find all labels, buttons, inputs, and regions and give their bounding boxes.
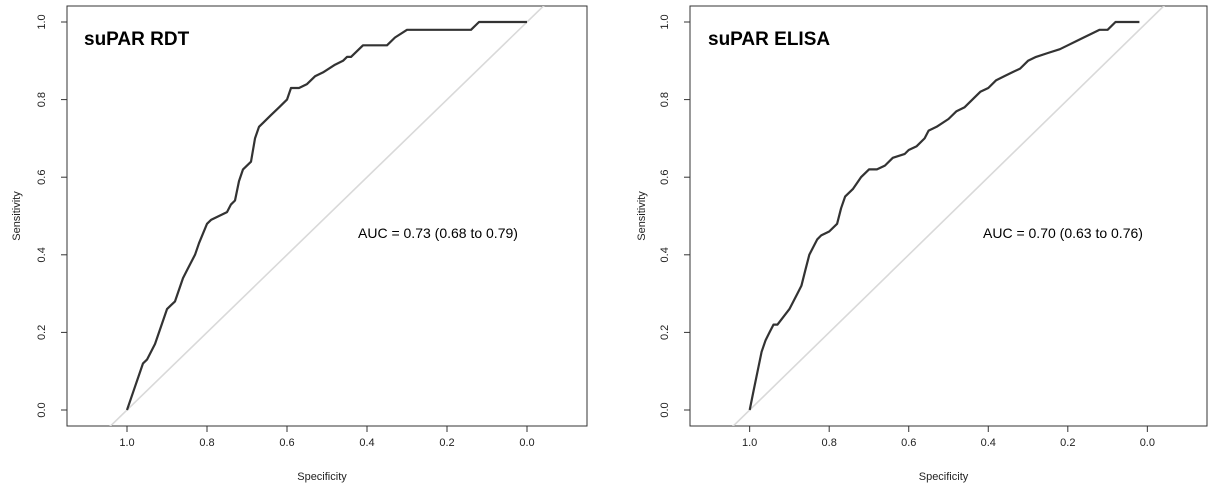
x-tick-label: 0.2 <box>1060 437 1075 449</box>
x-tick-label: 0.2 <box>439 437 454 449</box>
y-tick-label: 0.0 <box>659 402 671 417</box>
x-axis-title: Specificity <box>297 471 347 483</box>
y-tick-label: 0.8 <box>36 92 48 107</box>
x-tick-label: 0.4 <box>981 437 996 449</box>
y-tick-label: 0.0 <box>36 402 48 417</box>
auc-annotation: AUC = 0.73 (0.68 to 0.79) <box>358 225 518 241</box>
plot-frame <box>66 5 588 427</box>
y-tick-label: 0.6 <box>659 170 671 185</box>
x-tick-label: 0.6 <box>279 437 294 449</box>
y-tick-label: 0.8 <box>659 92 671 107</box>
x-tick-label: 0.8 <box>199 437 214 449</box>
y-tick-label: 1.0 <box>659 14 671 29</box>
y-tick-label: 0.2 <box>36 325 48 340</box>
roc-panel-2: 1.0 0.8 0.6 0.4 0.2 0.0 0.0 0.2 0.4 0.6 0.8 1.0 Spec… <box>636 5 1208 483</box>
x-axis-title: Specificity <box>919 471 969 483</box>
roc-curve-line <box>748 20 1140 411</box>
y-tick-label: 0.6 <box>36 170 48 185</box>
y-tick-label: 0.2 <box>659 325 671 340</box>
auc-annotation: AUC = 0.70 (0.63 to 0.76) <box>983 225 1143 241</box>
panel-title: suPAR ELISA <box>708 29 830 50</box>
y-tick-label: 1.0 <box>36 14 48 29</box>
y-axis-title: Sensitivity <box>636 191 648 241</box>
x-tick-label: 1.0 <box>742 437 757 449</box>
x-tick-label: 1.0 <box>119 437 134 449</box>
panel-title: suPAR RDT <box>84 29 190 50</box>
roc-panel-1: 1.0 0.8 0.6 0.4 0.2 0.0 0.0 0.2 0.4 0.6 0.8 1.0 Spec… <box>11 5 588 483</box>
y-axis-title: Sensitivity <box>11 191 23 241</box>
x-tick-label: 0.0 <box>1140 437 1155 449</box>
x-tick-label: 0.4 <box>359 437 374 449</box>
reference-diagonal-line <box>109 6 545 426</box>
reference-diagonal-line <box>732 6 1165 426</box>
x-tick-label: 0.6 <box>901 437 916 449</box>
y-tick-label: 0.4 <box>659 247 671 262</box>
x-tick-label: 0.0 <box>519 437 534 449</box>
plot-frame <box>689 5 1208 427</box>
roc-curve-line <box>125 20 527 411</box>
y-tick-label: 0.4 <box>36 247 48 262</box>
x-tick-label: 0.8 <box>822 437 837 449</box>
